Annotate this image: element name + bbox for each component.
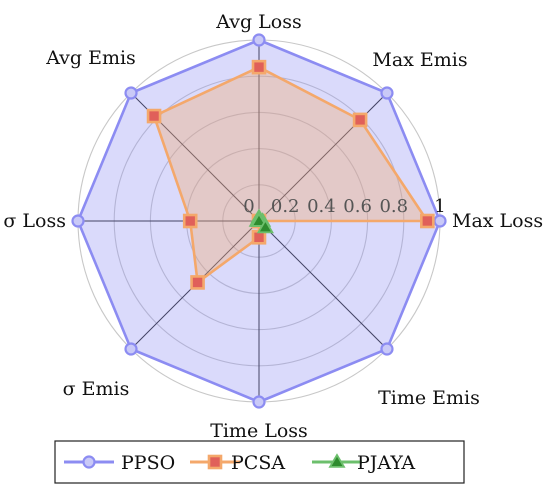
tick-label: 0 (243, 196, 254, 217)
series-pjaya (248, 208, 274, 234)
axis-labels: Max Loss Max Emis Avg Loss Avg Emis σ Loss σ … (3, 11, 543, 442)
radar-series (71, 33, 447, 409)
data-point-pcsa (190, 275, 205, 290)
axis-spoke (258, 220, 388, 350)
axis-label: σ Emis (63, 378, 130, 400)
axis-label: Max Emis (372, 49, 467, 71)
legend-label: PPSO (121, 452, 175, 474)
data-point-pcsa (420, 213, 435, 229)
legend-marker (207, 454, 223, 470)
data-point-pjaya (250, 212, 268, 227)
tick-label: 0.2 (271, 196, 300, 217)
axis-label: Time Loss (210, 420, 308, 442)
data-point-ppso (252, 33, 266, 47)
legend: PPSO PCSA PJAYA (54, 440, 465, 484)
legend-item-ppso: PPSO (64, 452, 175, 474)
axis-label: Avg Emis (45, 47, 136, 69)
legend-marker (328, 453, 346, 468)
data-point-ppso (71, 214, 85, 228)
series-pcsa (146, 59, 435, 290)
legend-item-pjaya: PJAYA (312, 452, 415, 474)
data-point-pcsa (352, 112, 368, 128)
data-point-ppso (124, 86, 138, 100)
data-point-ppso (124, 342, 138, 356)
data-point-pjaya (256, 218, 274, 234)
tick-label: 0.4 (307, 196, 336, 217)
data-point-ppso (252, 395, 266, 409)
axis-label: σ Loss (3, 210, 66, 232)
tick-label: 0.6 (343, 196, 372, 217)
data-point-ppso (433, 214, 447, 228)
data-point-pcsa (251, 59, 267, 75)
legend-marker (82, 455, 96, 469)
data-point-pcsa (146, 108, 162, 124)
data-point-ppso (380, 86, 394, 100)
legend-label: PCSA (231, 452, 285, 474)
data-point-pcsa (182, 213, 198, 229)
legend-box (54, 440, 465, 484)
legend-item-pcsa: PCSA (190, 452, 285, 474)
tick-label: 1 (434, 196, 445, 217)
legend-label: PJAYA (357, 452, 415, 474)
radial-ticks: 0 0.2 0.4 0.6 0.8 1 (243, 196, 445, 217)
tick-label: 0.8 (379, 196, 408, 217)
axis-label: Time Emis (378, 387, 480, 409)
axis-label: Avg Loss (215, 11, 301, 33)
axis-label: Max Loss (452, 210, 543, 232)
data-point-ppso (380, 342, 394, 356)
